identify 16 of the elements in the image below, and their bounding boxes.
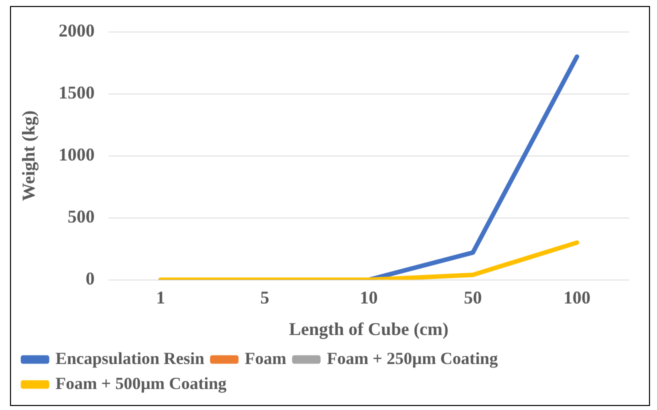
- y-tick-label: 0: [86, 268, 95, 288]
- y-axis-title: Weight (kg): [18, 110, 38, 202]
- x-tick-label: 1: [156, 287, 166, 308]
- legend-label: Foam: [244, 348, 286, 368]
- y-tick-label: 500: [68, 206, 95, 226]
- legend-label: Foam + 500µm Coating: [56, 374, 228, 393]
- legend-label: Foam + 250µm Coating: [326, 348, 498, 368]
- x-axis-title: Length of Cube (cm): [289, 318, 449, 339]
- y-tick-label: 1000: [58, 144, 95, 164]
- x-tick-label: 100: [563, 287, 590, 308]
- x-tick-label: 50: [464, 287, 482, 308]
- x-tick-label: 10: [360, 287, 378, 308]
- y-tick-label: 2000: [58, 20, 95, 40]
- y-tick-label: 1500: [58, 82, 95, 102]
- x-tick-label: 5: [260, 287, 270, 308]
- legend-label: Encapsulation Resin: [56, 348, 205, 368]
